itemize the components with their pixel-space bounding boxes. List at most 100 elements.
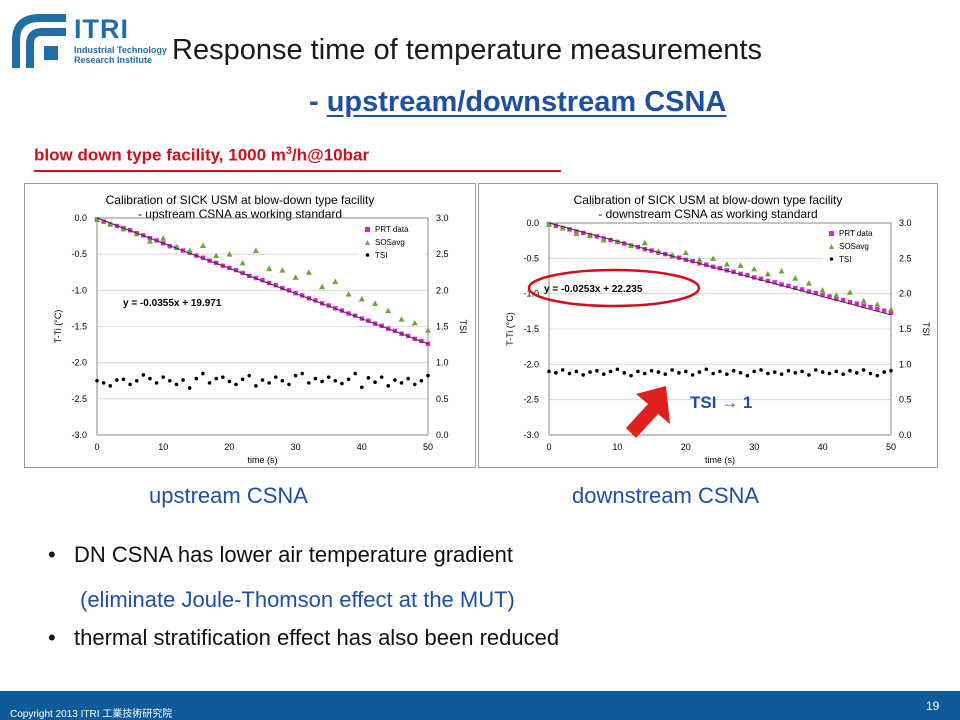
prt-data-point <box>745 273 750 278</box>
tsi-data-point <box>419 378 424 383</box>
sosavg-data-point <box>385 307 392 314</box>
sosavg-data-point <box>792 275 799 281</box>
tsi-data-point <box>280 378 285 383</box>
x-axis-label: time (s) <box>248 455 278 465</box>
tsi-data-point <box>560 368 565 372</box>
caption-upstream: upstream CSNA <box>149 483 308 508</box>
prt-data-point <box>840 297 846 303</box>
tsi-data-point <box>813 368 818 372</box>
red-arrow-icon <box>626 386 670 438</box>
tsi-data-point <box>711 371 715 376</box>
sosavg-data-point <box>279 267 286 273</box>
tsi-data-point <box>779 372 784 377</box>
y-tick-label: -2.0 <box>71 358 87 368</box>
trend-equation: y = -0.0355x + 19.971 <box>123 298 222 309</box>
tsi-data-point <box>161 375 165 379</box>
prt-data-point <box>813 290 818 296</box>
sosavg-data-point <box>146 238 153 244</box>
tsi-data-point <box>834 369 839 374</box>
prt-data-point <box>765 278 771 284</box>
tsi-data-point <box>406 376 410 381</box>
tsi-data-point <box>174 382 179 387</box>
bullet-dot: • <box>48 625 56 650</box>
prt-data-point <box>731 269 736 274</box>
tsi-data-point <box>128 382 132 387</box>
prt-data-point <box>786 283 791 289</box>
tsi-data-point <box>214 376 218 381</box>
tsi-data-point <box>353 371 357 376</box>
prt-data-point <box>772 280 777 285</box>
y-tick-label: -0.5 <box>523 253 539 263</box>
chart-subtitle: - downstream CSNA as working standard <box>598 207 817 221</box>
tsi-data-point <box>731 368 736 373</box>
subtitle-dash: - <box>309 86 327 118</box>
y2-tick-label: 2.5 <box>436 249 449 259</box>
tsi-data-point <box>207 381 212 385</box>
sosavg-data-point <box>846 289 853 295</box>
chart-title: Calibration of SICK USM at blow-down typ… <box>106 193 375 207</box>
tsi-data-point <box>412 382 417 387</box>
tsi-data-point <box>287 382 291 387</box>
prt-data-point <box>567 227 572 232</box>
tsi-data-point <box>247 373 252 378</box>
y2-tick-label: 0.5 <box>899 395 912 405</box>
prt-data-point <box>820 292 825 298</box>
slide-subtitle: - upstream/downstream CSNA <box>309 86 726 119</box>
prt-data-point <box>738 271 743 277</box>
facility-superscript: 3 <box>285 145 293 157</box>
tsi-data-point <box>307 381 311 385</box>
tsi-data-point <box>95 378 99 383</box>
tsi-data-point <box>882 370 886 374</box>
y-tick-label: -2.0 <box>523 359 539 369</box>
prt-data-point <box>286 288 292 293</box>
tsi-data-point <box>574 369 579 374</box>
tsi-data-point <box>800 369 804 374</box>
x-tick-label: 20 <box>224 442 234 452</box>
tsi-data-point <box>154 381 159 385</box>
y-tick-label: -0.5 <box>71 249 87 259</box>
prt-data-point <box>752 275 757 280</box>
prt-data-point <box>260 278 265 283</box>
sosavg-data-point <box>319 283 326 290</box>
prt-data-point <box>881 308 887 313</box>
tsi-data-point <box>101 381 106 385</box>
logo-subtitle: Industrial Technology Research Institute <box>74 45 167 65</box>
prt-data-point <box>779 282 784 287</box>
chart-upstream: Calibration of SICK USM at blow-down typ… <box>24 183 476 468</box>
legend-label-tsi: TSI <box>375 251 387 260</box>
tsi-data-point <box>601 372 606 377</box>
prt-data-point <box>553 223 559 229</box>
legend-marker-prt <box>365 227 370 232</box>
sosavg-data-point <box>710 255 717 261</box>
slide-title: Response time of temperature measurement… <box>172 34 762 66</box>
y-tick-label: -1.5 <box>71 322 87 332</box>
legend-marker-sos <box>365 240 370 245</box>
y-tick-label: -3.0 <box>71 430 87 440</box>
sosavg-data-point <box>805 280 812 286</box>
sosavg-data-point <box>252 247 259 254</box>
legend-marker-sos <box>829 244 834 249</box>
tsi-data-point <box>855 371 859 375</box>
sosavg-data-point <box>600 236 607 243</box>
y-axis-label: T-Ti (°C) <box>53 310 63 344</box>
prt-data-point <box>806 289 812 294</box>
prt-data-point <box>888 310 894 315</box>
x-tick-label: 30 <box>749 442 759 452</box>
prt-data-point <box>233 267 239 273</box>
sosavg-data-point <box>723 260 730 267</box>
sosavg-data-point <box>425 327 431 333</box>
tsi-data-point <box>393 378 397 382</box>
tsi-data-point <box>254 384 258 388</box>
sosavg-data-point <box>411 319 418 326</box>
legend-label-sos: SOSavg <box>839 242 869 251</box>
tsi-data-point <box>841 372 845 377</box>
tsi-data-point <box>115 378 119 382</box>
subtitle-text: upstream/downstream CSNA <box>326 86 727 118</box>
tsi-data-point <box>718 369 722 374</box>
sosavg-data-point <box>778 268 785 274</box>
bullet-dot: • <box>48 542 56 567</box>
x-tick-label: 40 <box>357 442 367 452</box>
legend-marker-prt <box>829 231 834 236</box>
tsi-data-point <box>320 379 324 384</box>
tsi-data-point <box>273 375 278 379</box>
